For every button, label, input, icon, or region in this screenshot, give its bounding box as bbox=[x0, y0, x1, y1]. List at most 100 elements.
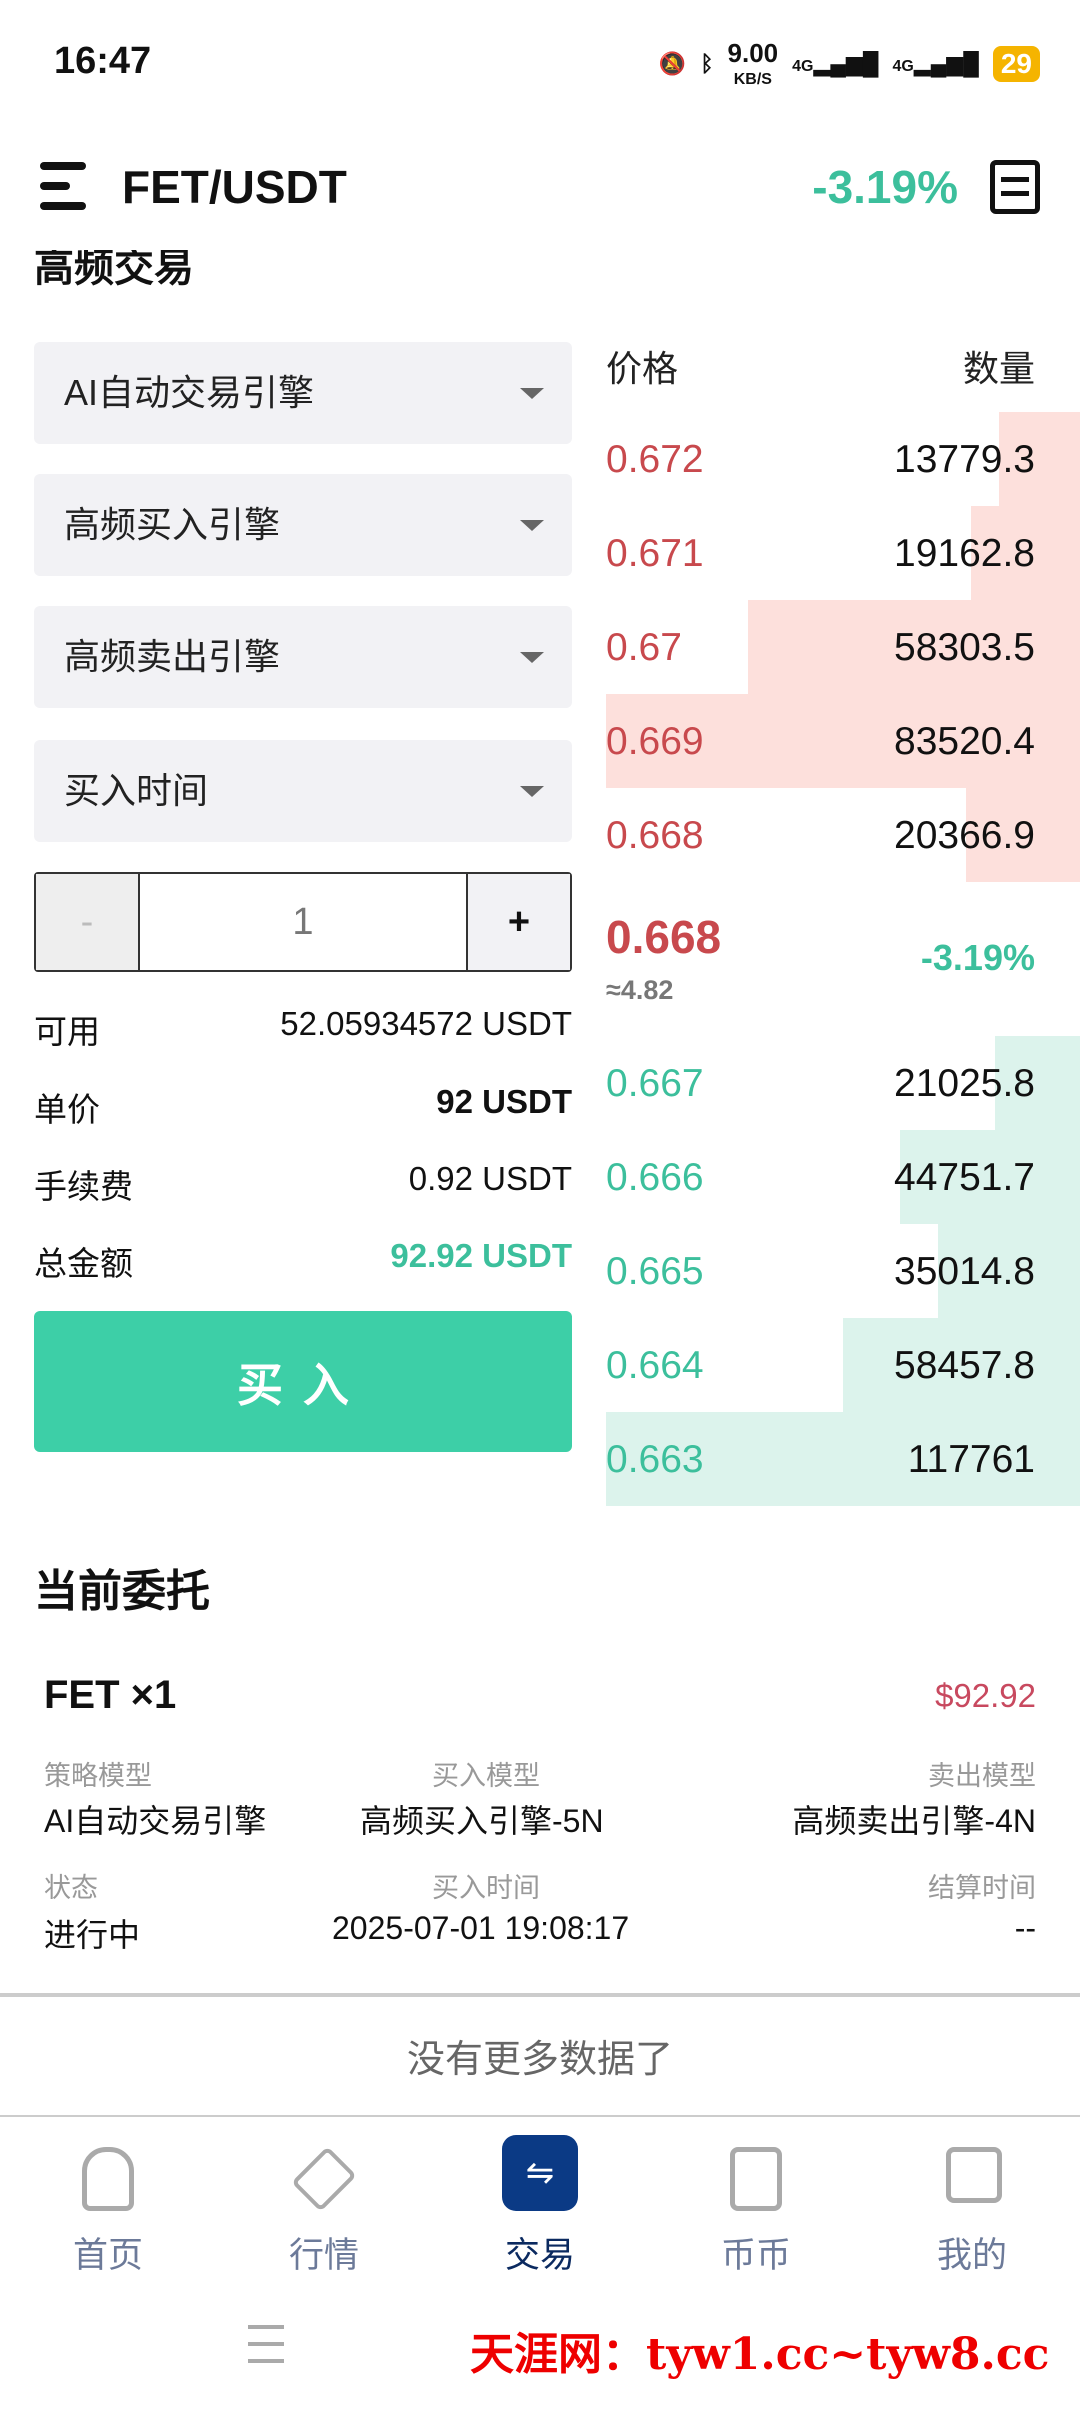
dropdown-value: 高频买入引擎 bbox=[64, 504, 281, 545]
status-value: 进行中 bbox=[44, 1917, 141, 1953]
depth-bar bbox=[899, 1130, 1080, 1224]
nav-label: 交易 bbox=[504, 2236, 575, 2275]
status-bar: 16:47 🔕 ᛒ 9.00 KB/S 4G▂▄▆█ 4G▂▄▆█ 29 bbox=[0, 0, 1080, 130]
price: 0.671 bbox=[606, 532, 704, 575]
depth-bar bbox=[966, 788, 1080, 882]
divider bbox=[0, 1993, 1080, 1997]
depth-bar bbox=[970, 506, 1080, 600]
decrement-button[interactable]: - bbox=[36, 874, 140, 970]
buy-engine-dropdown[interactable]: 高频买入引擎 bbox=[34, 474, 572, 576]
status-label: 状态 bbox=[44, 1873, 98, 1903]
sell-engine-dropdown[interactable]: 高频卖出引擎 bbox=[34, 606, 572, 708]
quantity: 21025.8 bbox=[894, 1062, 1035, 1105]
signal-icon: 4G▂▄▆█ bbox=[792, 51, 879, 76]
increment-button[interactable]: + bbox=[466, 874, 570, 970]
price: 0.672 bbox=[606, 438, 704, 481]
approx-price: ≈4.82 bbox=[606, 975, 674, 1005]
ask-row[interactable]: 0.668 20366.9 bbox=[606, 788, 1080, 882]
quantity-input[interactable]: 1 bbox=[292, 900, 314, 943]
last-price: 0.668 bbox=[606, 911, 722, 963]
strategy-dropdown[interactable]: AI自动交易引擎 bbox=[34, 342, 572, 444]
chevron-down-icon bbox=[520, 388, 544, 399]
quantity: 20366.9 bbox=[894, 814, 1035, 857]
mute-icon: 🔕 bbox=[658, 51, 687, 76]
home-icon bbox=[82, 2147, 134, 2211]
nav-label: 行情 bbox=[288, 2236, 359, 2275]
quantity: 44751.7 bbox=[894, 1156, 1035, 1199]
bid-row[interactable]: 0.665 35014.8 bbox=[606, 1224, 1080, 1318]
fee-row: 手续费 0.92 USDT bbox=[34, 1160, 572, 1208]
battery-icon: 29 bbox=[992, 46, 1040, 82]
buy-time-value: 2025-07-01 19:08:17 bbox=[332, 1910, 630, 1946]
cube-icon bbox=[291, 2146, 357, 2212]
header-change: -3.19% bbox=[812, 161, 958, 213]
status-icons: 🔕 ᛒ 9.00 KB/S 4G▂▄▆█ 4G▂▄▆█ 29 bbox=[659, 40, 1040, 88]
sell-model-label: 卖出模型 bbox=[928, 1761, 1036, 1791]
buy-button[interactable]: 买入 bbox=[34, 1311, 572, 1452]
no-more-data: 没有更多数据了 bbox=[406, 2039, 673, 2081]
ask-row[interactable]: 0.669 83520.4 bbox=[606, 694, 1080, 788]
bid-row[interactable]: 0.666 44751.7 bbox=[606, 1130, 1080, 1224]
depth-bar bbox=[748, 600, 1080, 694]
net-type: 4G bbox=[792, 58, 814, 75]
chevron-down-icon bbox=[520, 520, 544, 531]
ask-row[interactable]: 0.67 58303.5 bbox=[606, 600, 1080, 694]
nav-label: 我的 bbox=[936, 2236, 1007, 2275]
qty-header: 数量 bbox=[962, 348, 1035, 389]
quantity: 19162.8 bbox=[894, 532, 1035, 575]
inbox-icon bbox=[730, 2147, 782, 2211]
nav-label: 币币 bbox=[720, 2236, 791, 2275]
signal-icon-2: 4G▂▄▆█ bbox=[892, 51, 979, 76]
chevron-down-icon bbox=[520, 786, 544, 797]
price: 0.666 bbox=[606, 1156, 704, 1199]
buy-model-value: 高频买入引擎-5N bbox=[360, 1803, 604, 1839]
price: 0.669 bbox=[606, 720, 704, 763]
nav-mine[interactable]: 我的 bbox=[864, 2117, 1080, 2297]
order-amount: $92.92 bbox=[935, 1677, 1036, 1714]
bid-row[interactable]: 0.663 117761 bbox=[606, 1412, 1080, 1506]
dropdown-value: 买入时间 bbox=[64, 770, 209, 811]
quantity-stepper: - 1 + bbox=[34, 872, 572, 972]
chevron-down-icon bbox=[520, 652, 544, 663]
quantity: 58303.5 bbox=[894, 626, 1035, 669]
bluetooth-icon: ᛒ bbox=[700, 51, 714, 76]
value: 92.92 USDT bbox=[390, 1237, 572, 1274]
pair-title: FET/USDT bbox=[122, 161, 347, 213]
dropdown-value: 高频卖出引擎 bbox=[64, 636, 281, 677]
label: 总金额 bbox=[34, 1245, 133, 1282]
quantity: 83520.4 bbox=[894, 720, 1035, 763]
nav-home[interactable]: 首页 bbox=[0, 2117, 216, 2297]
exchange-icon: ⇋ bbox=[502, 2135, 578, 2211]
price: 0.664 bbox=[606, 1344, 704, 1387]
total-row: 总金额 92.92 USDT bbox=[34, 1237, 572, 1285]
strategy-value: AI自动交易引擎 bbox=[44, 1803, 267, 1839]
nav-trade[interactable]: ⇋ 交易 bbox=[432, 2117, 648, 2297]
quantity: 117761 bbox=[907, 1438, 1035, 1481]
quantity: 35014.8 bbox=[894, 1250, 1035, 1293]
net-speed: 9.00 KB/S bbox=[728, 40, 779, 88]
calendar-icon[interactable] bbox=[990, 160, 1040, 214]
depth-bar bbox=[606, 1412, 1080, 1506]
ask-row[interactable]: 0.671 19162.8 bbox=[606, 506, 1080, 600]
nav-market[interactable]: 行情 bbox=[216, 2117, 432, 2297]
bid-row[interactable]: 0.664 58457.8 bbox=[606, 1318, 1080, 1412]
watermark: 天涯网：tyw1.cc~tyw8.cc bbox=[470, 2329, 1050, 2380]
depth-bar bbox=[937, 1224, 1080, 1318]
buy-time-label: 买入时间 bbox=[432, 1873, 540, 1903]
bottom-nav: 首页 行情 ⇋ 交易 币币 我的 bbox=[0, 2115, 1080, 2295]
menu-icon[interactable] bbox=[40, 162, 90, 210]
price-header: 价格 bbox=[606, 348, 679, 389]
ask-row[interactable]: 0.672 13779.3 bbox=[606, 412, 1080, 506]
label: 单价 bbox=[34, 1091, 100, 1128]
net-type-2: 4G bbox=[892, 58, 914, 75]
bid-row[interactable]: 0.667 21025.8 bbox=[606, 1036, 1080, 1130]
dropdown-value: AI自动交易引擎 bbox=[64, 372, 315, 413]
quantity: 13779.3 bbox=[894, 438, 1035, 481]
recent-apps-icon[interactable] bbox=[248, 2325, 284, 2363]
unit-price-row: 单价 92 USDT bbox=[34, 1083, 572, 1131]
depth-bar bbox=[994, 1036, 1080, 1130]
nav-coin[interactable]: 币币 bbox=[648, 2117, 864, 2297]
buy-time-dropdown[interactable]: 买入时间 bbox=[34, 740, 572, 842]
sell-model-value: 高频卖出引擎-4N bbox=[792, 1803, 1036, 1839]
buy-model-label: 买入模型 bbox=[432, 1761, 540, 1791]
